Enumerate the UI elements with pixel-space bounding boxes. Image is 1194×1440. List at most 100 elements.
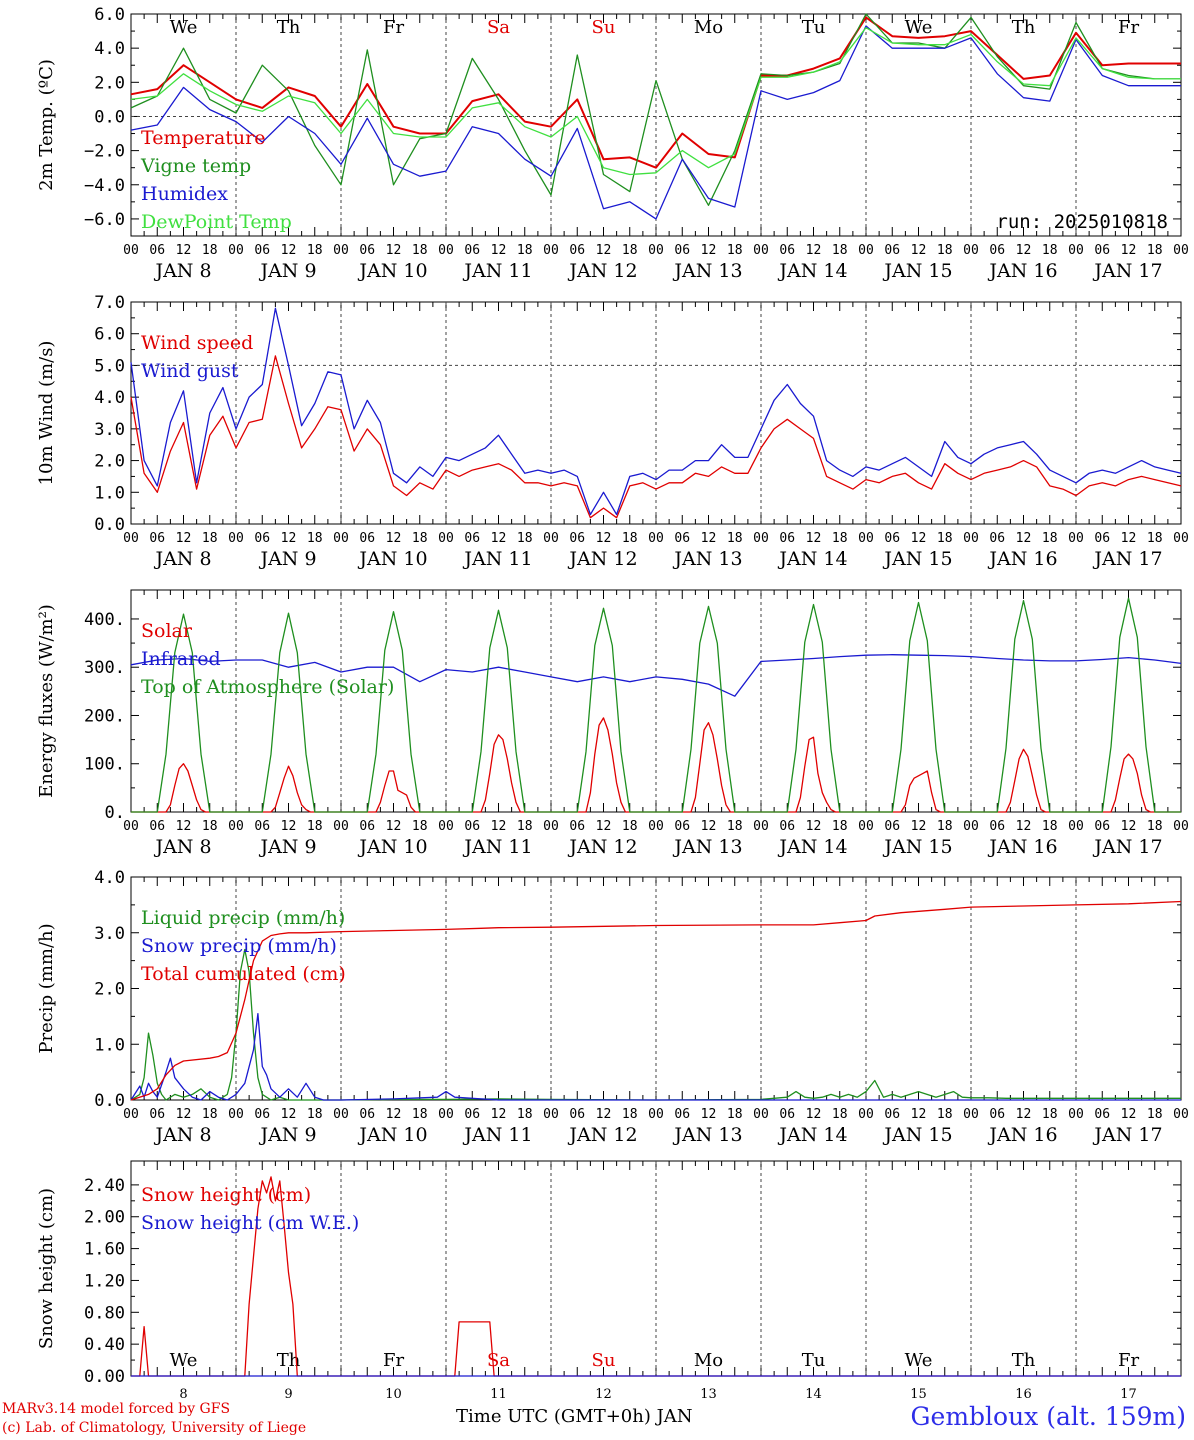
panel4-hour-label: 12 (176, 1107, 192, 1122)
panel1-hour-label: 00 (858, 243, 874, 258)
panel3-date-label: JAN 10 (357, 836, 427, 858)
panel1-hour-label: 06 (674, 243, 690, 258)
panel2-hour-label: 00 (543, 531, 559, 546)
panel5-date-number: 10 (385, 1387, 402, 1402)
panel2-hour-label: 06 (884, 531, 900, 546)
panel4-hour-label: 00 (963, 1107, 979, 1122)
panel4-hour-label: 12 (491, 1107, 507, 1122)
panel4-hour-label: 00 (333, 1107, 349, 1122)
panel4-hour-label: 00 (543, 1107, 559, 1122)
station-label: Gembloux (alt. 159m) (910, 1402, 1186, 1431)
panel3-date-label: JAN 8 (153, 836, 211, 858)
panel3-hour-label: 12 (806, 819, 822, 834)
lab-credit: (c) Lab. of Climatology, University of L… (2, 1420, 307, 1436)
panel1-weekday-label: We (170, 17, 198, 38)
panel4-date-label: JAN 12 (567, 1124, 637, 1146)
panel4-hour-label: 12 (806, 1107, 822, 1122)
panel3-hour-label: 12 (596, 819, 612, 834)
panel1-ytick-label: 4.0 (94, 39, 125, 59)
panel1-hour-label: 00 (1068, 243, 1084, 258)
panel1-hour-label: 18 (1042, 243, 1058, 258)
panel4-hour-label: 12 (911, 1107, 927, 1122)
panel1-ytick-label: −4.0 (84, 176, 125, 196)
panel1-legend-entry: Temperature (141, 127, 265, 149)
panel4-ytick-label: 4.0 (94, 868, 125, 888)
panel1-weekday-label: Su (592, 17, 616, 38)
panel2-date-label: JAN 8 (153, 548, 211, 570)
panel1-hour-label: 06 (779, 243, 795, 258)
panel2-hour-label: 12 (1121, 531, 1137, 546)
panel1-hour-label: 00 (648, 243, 664, 258)
panel2-hour-label: 00 (123, 531, 139, 546)
panel1-hour-label: 12 (281, 243, 297, 258)
panel1-weekday-label: Fr (383, 17, 404, 38)
panel3-hour-label: 06 (359, 819, 375, 834)
panel4-ytick-label: 2.0 (94, 980, 125, 1000)
panel2-ytick-label: 5.0 (94, 356, 125, 376)
panel1-hour-label: 12 (911, 243, 927, 258)
panel2-hour-label: 00 (1068, 531, 1084, 546)
panel3-legend-entry: Top of Atmosphere (Solar) (141, 676, 394, 698)
model-credit: MARv3.14 model forced by GFS (2, 1401, 231, 1417)
panel3-hour-label: 00 (543, 819, 559, 834)
panel2-legend-entry: Wind gust (141, 360, 239, 382)
panel4-date-label: JAN 17 (1092, 1124, 1162, 1146)
panel4-hour-label: 00 (753, 1107, 769, 1122)
panel4-hour-label: 12 (1016, 1107, 1032, 1122)
panel4-hour-label: 12 (1121, 1107, 1137, 1122)
panel2-hour-label: 00 (1173, 531, 1189, 546)
panel2-hour-label: 12 (281, 531, 297, 546)
panel2-date-label: JAN 17 (1092, 548, 1162, 570)
panel3-hour-label: 06 (779, 819, 795, 834)
panel1-hour-label: 00 (543, 243, 559, 258)
panel4-date-label: JAN 9 (258, 1124, 316, 1146)
panel4-hour-label: 12 (281, 1107, 297, 1122)
panel2-hour-label: 12 (491, 531, 507, 546)
panel4-series-3 (130, 900, 1182, 1101)
panel2-hour-label: 18 (1042, 531, 1058, 546)
panel1-hour-label: 06 (464, 243, 480, 258)
panel3-hour-label: 18 (1042, 819, 1058, 834)
panel1-date-label: JAN 9 (258, 260, 316, 282)
panel3-series-2 (130, 654, 1182, 697)
panel4-hour-label: 06 (884, 1107, 900, 1122)
panel3-hour-label: 18 (622, 819, 638, 834)
panel1-ytick-label: −6.0 (84, 210, 125, 230)
panel1-ytick-label: 6.0 (94, 5, 125, 25)
panel1-hour-label: 06 (149, 243, 165, 258)
panel2-hour-label: 12 (176, 531, 192, 546)
panel5-ytick-label: 1.60 (84, 1240, 125, 1260)
panel2-hour-label: 06 (1094, 531, 1110, 546)
panel3-date-label: JAN 17 (1092, 836, 1162, 858)
panel4-hour-label: 06 (464, 1107, 480, 1122)
panel1-hour-label: 18 (202, 243, 218, 258)
panel4-hour-label: 06 (359, 1107, 375, 1122)
panel3-legend-entry: Solar (141, 620, 193, 642)
panel1-hour-label: 12 (701, 243, 717, 258)
panel3-hour-label: 12 (911, 819, 927, 834)
panel1-date-label: JAN 10 (357, 260, 427, 282)
panel4-hour-label: 00 (648, 1107, 664, 1122)
panel3-hour-label: 06 (989, 819, 1005, 834)
panel4-hour-label: 18 (307, 1107, 323, 1122)
panel1-hour-label: 12 (491, 243, 507, 258)
panel3-hour-label: 00 (648, 819, 664, 834)
panel4-hour-label: 18 (202, 1107, 218, 1122)
panel2-date-label: JAN 9 (258, 548, 316, 570)
panel1-hour-label: 12 (806, 243, 822, 258)
panel4-date-label: JAN 15 (882, 1124, 952, 1146)
panel1-hour-label: 00 (438, 243, 454, 258)
panel2-ytick-label: 2.0 (94, 452, 125, 472)
panel3-hour-label: 18 (1147, 819, 1163, 834)
panel3-hour-label: 18 (412, 819, 428, 834)
panel1-hour-label: 12 (1016, 243, 1032, 258)
panel5-date-number: 9 (284, 1387, 292, 1402)
panel1-ytick-label: 0.0 (94, 107, 125, 127)
panel2-ytick-label: 0.0 (94, 515, 125, 535)
panel4-hour-label: 12 (596, 1107, 612, 1122)
panel2-series-1 (130, 355, 1182, 519)
panel3-ytick-label: 0. (105, 803, 125, 823)
panel4-hour-label: 18 (1042, 1107, 1058, 1122)
panel4-hour-label: 18 (1147, 1107, 1163, 1122)
panel1-date-label: JAN 16 (987, 260, 1057, 282)
